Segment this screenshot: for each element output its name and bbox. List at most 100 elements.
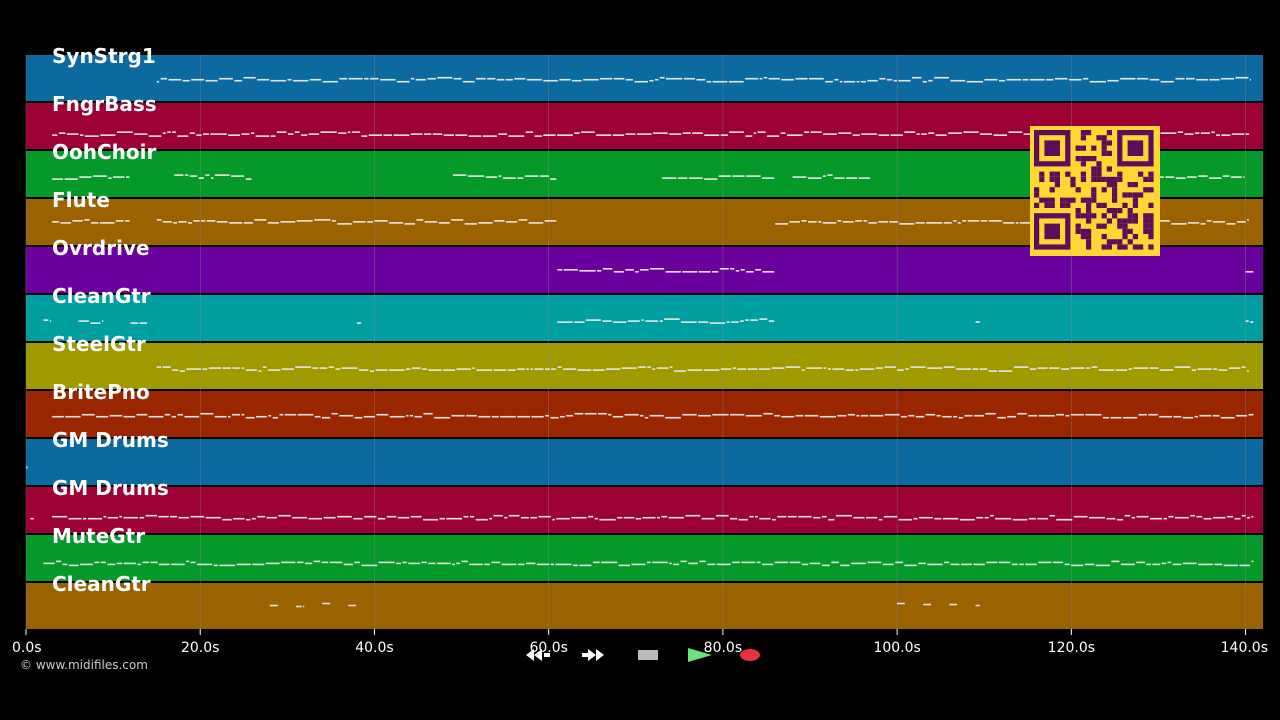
- note: [206, 220, 216, 222]
- note: [1209, 78, 1220, 81]
- note: [243, 222, 253, 224]
- note: [823, 367, 827, 369]
- qr-module: [1106, 182, 1112, 188]
- note: [964, 414, 973, 417]
- note: [1190, 514, 1196, 517]
- note: [823, 133, 837, 135]
- qr-module: [1127, 208, 1133, 214]
- note: [557, 366, 562, 368]
- note: [222, 367, 231, 369]
- note: [79, 134, 84, 136]
- note: [389, 222, 403, 224]
- note: [923, 603, 931, 606]
- note: [508, 514, 520, 517]
- note: [196, 134, 202, 136]
- qr-code-icon: [1034, 130, 1154, 250]
- note: [228, 415, 231, 418]
- note: [1182, 416, 1194, 419]
- note: [997, 416, 1006, 419]
- note: [1150, 517, 1163, 520]
- note: [665, 271, 681, 273]
- note: [545, 368, 550, 370]
- note: [482, 135, 497, 137]
- note: [967, 220, 980, 222]
- note: [787, 515, 797, 518]
- note: [1073, 515, 1088, 518]
- note: [230, 175, 245, 177]
- rewind-button[interactable]: [518, 643, 562, 667]
- note: [860, 414, 869, 417]
- qr-module: [1054, 182, 1060, 188]
- note: [1200, 223, 1206, 225]
- note: [777, 515, 787, 518]
- play-button[interactable]: [678, 643, 722, 667]
- note: [950, 563, 960, 566]
- note: [125, 220, 130, 222]
- note: [1049, 367, 1060, 369]
- note: [1226, 223, 1236, 225]
- note: [1235, 76, 1249, 79]
- note: [669, 133, 682, 135]
- note: [62, 563, 68, 566]
- note: [683, 77, 696, 80]
- note: [177, 413, 184, 416]
- note: [1160, 132, 1177, 134]
- note: [732, 561, 740, 564]
- note: [709, 322, 725, 324]
- note: [944, 561, 950, 564]
- note: [759, 517, 771, 520]
- note: [189, 132, 195, 134]
- note: [314, 415, 321, 418]
- fast-forward-icon: [582, 649, 604, 661]
- note: [136, 413, 148, 416]
- note: [613, 321, 627, 323]
- note: [396, 562, 401, 565]
- note: [287, 133, 294, 135]
- note: [808, 221, 817, 223]
- note: [397, 516, 410, 519]
- note: [943, 366, 955, 368]
- note: [612, 134, 625, 136]
- qr-module: [1106, 239, 1112, 245]
- qr-module: [1143, 187, 1149, 193]
- note: [1175, 177, 1186, 179]
- note: [712, 80, 728, 83]
- note: [52, 178, 64, 180]
- note: [869, 414, 884, 417]
- note: [557, 321, 573, 323]
- record-button[interactable]: [728, 643, 772, 667]
- note: [668, 516, 684, 519]
- note: [467, 175, 485, 177]
- note: [821, 515, 827, 518]
- note: [550, 416, 559, 419]
- note: [423, 133, 432, 135]
- note: [953, 220, 957, 222]
- note: [348, 604, 357, 607]
- note: [975, 321, 980, 323]
- note: [1065, 414, 1070, 417]
- note: [528, 222, 544, 224]
- note: [1136, 515, 1149, 518]
- note: [168, 78, 182, 81]
- note: [868, 222, 877, 224]
- note: [715, 514, 729, 517]
- stop-button[interactable]: [626, 643, 670, 667]
- note: [167, 131, 171, 133]
- note: [493, 514, 503, 517]
- qr-module: [1127, 218, 1133, 224]
- note: [1128, 368, 1133, 370]
- note: [466, 414, 477, 417]
- note: [551, 368, 557, 370]
- note: [915, 222, 925, 224]
- note: [696, 78, 706, 81]
- note: [265, 562, 280, 565]
- note: [649, 79, 654, 82]
- note: [623, 516, 635, 519]
- note: [214, 415, 227, 418]
- fast-forward-button[interactable]: [572, 643, 616, 667]
- qr-module: [1049, 187, 1055, 193]
- note: [79, 176, 92, 178]
- note: [653, 132, 668, 134]
- note: [747, 368, 758, 370]
- qr-module: [1101, 234, 1107, 240]
